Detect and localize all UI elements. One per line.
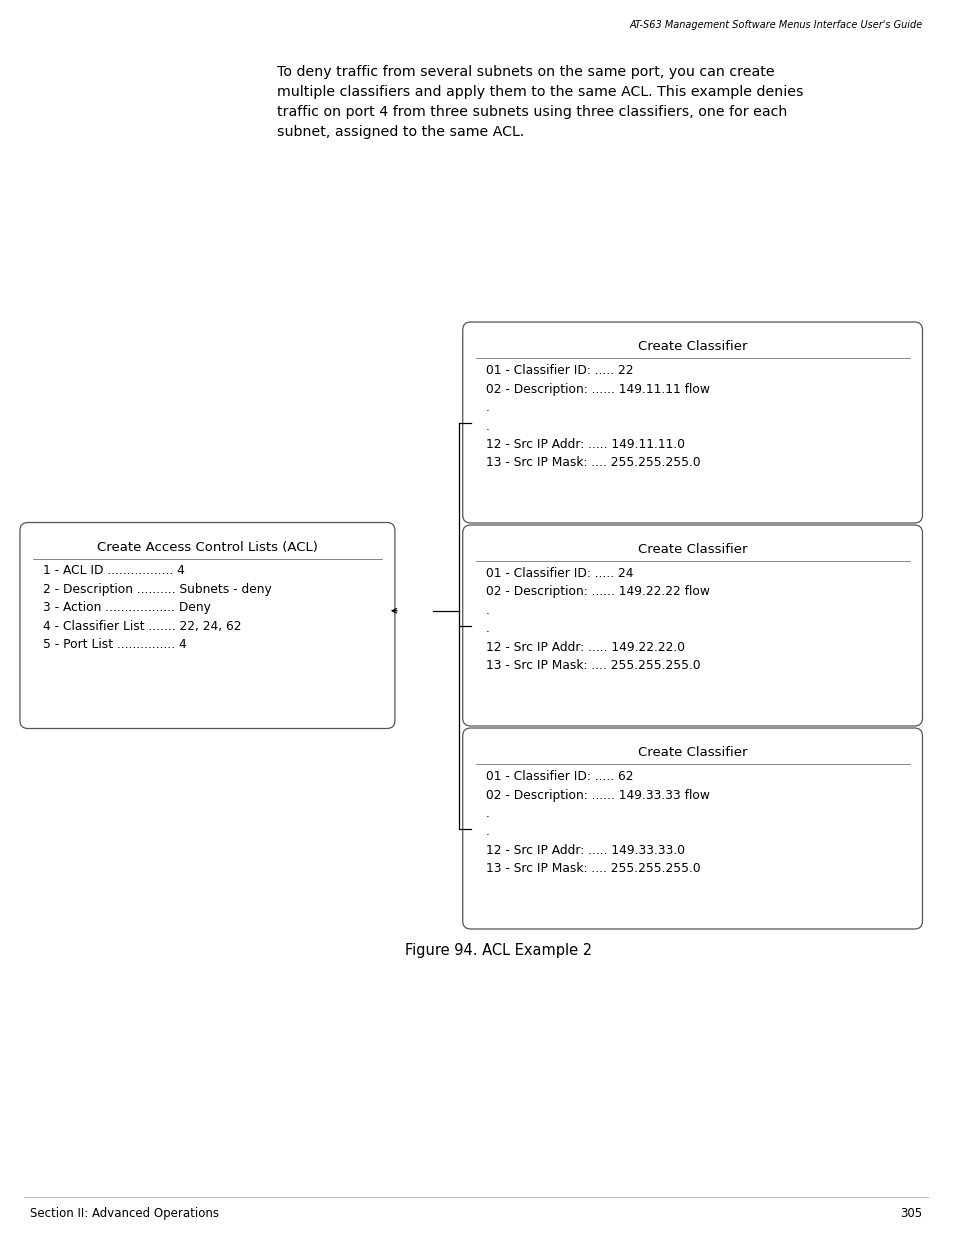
- Text: Section II: Advanced Operations: Section II: Advanced Operations: [30, 1207, 218, 1220]
- Text: .: .: [485, 622, 489, 636]
- Text: 02 - Description: ...... 149.22.22 flow: 02 - Description: ...... 149.22.22 flow: [485, 585, 709, 599]
- Text: 4 - Classifier List ....... 22, 24, 62: 4 - Classifier List ....... 22, 24, 62: [43, 620, 241, 634]
- Text: Create Access Control Lists (ACL): Create Access Control Lists (ACL): [97, 541, 317, 553]
- Text: Create Classifier: Create Classifier: [638, 543, 746, 556]
- Text: 02 - Description: ...... 149.33.33 flow: 02 - Description: ...... 149.33.33 flow: [485, 788, 709, 802]
- Text: 3 - Action .................. Deny: 3 - Action .................. Deny: [43, 601, 211, 615]
- Text: .: .: [485, 825, 489, 839]
- Text: 305: 305: [900, 1207, 922, 1220]
- Text: 12 - Src IP Addr: ..... 149.33.33.0: 12 - Src IP Addr: ..... 149.33.33.0: [485, 844, 684, 857]
- Text: .: .: [485, 604, 489, 618]
- Text: 01 - Classifier ID: ..... 22: 01 - Classifier ID: ..... 22: [485, 364, 633, 377]
- Text: Create Classifier: Create Classifier: [638, 340, 746, 353]
- FancyBboxPatch shape: [462, 727, 922, 929]
- FancyBboxPatch shape: [462, 322, 922, 522]
- Text: Create Classifier: Create Classifier: [638, 746, 746, 760]
- Text: 12 - Src IP Addr: ..... 149.11.11.0: 12 - Src IP Addr: ..... 149.11.11.0: [485, 438, 684, 451]
- Text: 12 - Src IP Addr: ..... 149.22.22.0: 12 - Src IP Addr: ..... 149.22.22.0: [485, 641, 684, 655]
- Text: 13 - Src IP Mask: .... 255.255.255.0: 13 - Src IP Mask: .... 255.255.255.0: [485, 659, 700, 673]
- Text: .: .: [485, 401, 489, 414]
- Text: .: .: [485, 420, 489, 432]
- Text: 1 - ACL ID ................. 4: 1 - ACL ID ................. 4: [43, 564, 185, 578]
- Text: Figure 94. ACL Example 2: Figure 94. ACL Example 2: [405, 944, 592, 958]
- Text: .: .: [485, 806, 489, 820]
- Text: To deny traffic from several subnets on the same port, you can create
multiple c: To deny traffic from several subnets on …: [277, 65, 802, 140]
- FancyBboxPatch shape: [20, 522, 395, 729]
- Text: 01 - Classifier ID: ..... 24: 01 - Classifier ID: ..... 24: [485, 567, 633, 580]
- FancyBboxPatch shape: [462, 525, 922, 726]
- Text: 13 - Src IP Mask: .... 255.255.255.0: 13 - Src IP Mask: .... 255.255.255.0: [485, 862, 700, 876]
- Text: 13 - Src IP Mask: .... 255.255.255.0: 13 - Src IP Mask: .... 255.255.255.0: [485, 457, 700, 469]
- Text: 02 - Description: ...... 149.11.11 flow: 02 - Description: ...... 149.11.11 flow: [485, 383, 709, 395]
- Text: 5 - Port List ............... 4: 5 - Port List ............... 4: [43, 638, 187, 652]
- Text: AT-S63 Management Software Menus Interface User's Guide: AT-S63 Management Software Menus Interfa…: [629, 20, 922, 30]
- Text: 01 - Classifier ID: ..... 62: 01 - Classifier ID: ..... 62: [485, 769, 633, 783]
- Text: 2 - Description .......... Subnets - deny: 2 - Description .......... Subnets - den…: [43, 583, 272, 597]
